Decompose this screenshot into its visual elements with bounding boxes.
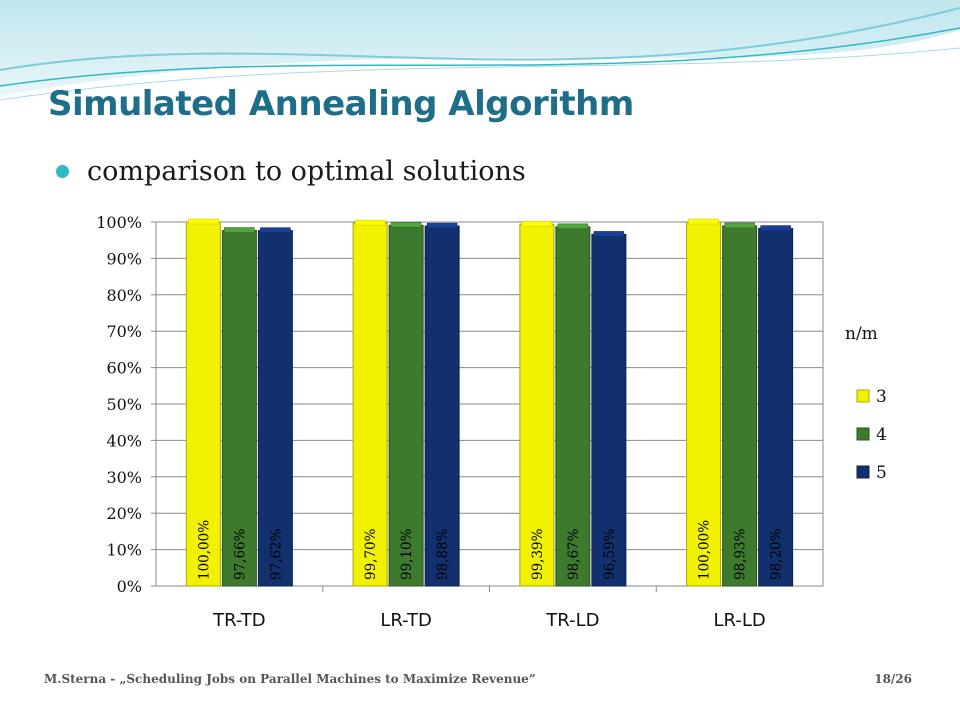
y-tick-label: 70% <box>106 322 142 341</box>
legend-label: 4 <box>876 425 887 445</box>
bar-cap <box>426 222 458 229</box>
legend-title: n/m <box>845 324 878 344</box>
bar-cap <box>260 227 291 233</box>
bar <box>388 224 424 587</box>
legend-label: 5 <box>876 463 887 483</box>
bar-cap <box>188 218 219 225</box>
bar <box>686 221 722 587</box>
y-tick-label: 50% <box>106 395 142 414</box>
bar-cap <box>593 231 625 237</box>
data-label: 98,67% <box>566 528 582 580</box>
bullet-dot-icon <box>56 165 69 178</box>
data-label: 99,39% <box>530 528 546 580</box>
y-tick-label: 60% <box>106 359 142 378</box>
data-label: 100,00% <box>697 520 713 580</box>
bar-chart: 0% 10% 20% 30% 40% 50% 60% 70% 80% 90% 100% 100,00%… <box>96 213 887 631</box>
data-label: 97,66% <box>232 528 248 580</box>
footer-citation: M.Sterna - „Scheduling Jobs on Parallel … <box>44 672 536 686</box>
legend-label: 3 <box>876 387 887 407</box>
data-label: 98,93% <box>733 528 749 580</box>
bar-cap <box>688 218 719 225</box>
y-tick-label: 0% <box>117 577 142 596</box>
footer-page-number: 18/26 <box>874 672 912 686</box>
x-tick-label: LR-TD <box>380 610 432 631</box>
data-label: 97,62% <box>268 528 284 580</box>
legend-swatch <box>856 427 870 441</box>
bar <box>424 225 460 587</box>
x-tick-label: TR-TD <box>212 610 265 631</box>
bar-cap <box>354 219 386 226</box>
data-label: 98,88% <box>435 528 451 580</box>
y-tick-label: 40% <box>106 431 142 450</box>
slide-title: Simulated Annealing Algorithm <box>48 84 634 124</box>
bar <box>722 225 758 587</box>
bullet-text: comparison to optimal solutions <box>87 156 526 187</box>
header-wave-decoration <box>0 0 960 101</box>
data-label: 100,00% <box>196 520 212 580</box>
legend-swatch <box>856 389 870 403</box>
bar-cap <box>224 227 255 233</box>
data-label: 98,20% <box>769 528 785 580</box>
bar <box>591 233 627 587</box>
y-tick-label: 30% <box>106 468 142 487</box>
data-label: 99,70% <box>363 528 379 580</box>
y-tick-label: 90% <box>106 249 142 268</box>
bar <box>758 228 794 587</box>
bar-cap <box>521 220 553 227</box>
bar <box>352 222 388 587</box>
bar <box>555 226 591 587</box>
bar-cap <box>390 222 422 228</box>
bullet-item: comparison to optimal solutions <box>56 156 526 187</box>
x-tick-label: TR-LD <box>545 610 599 631</box>
y-tick-label: 10% <box>106 541 142 560</box>
data-label: 99,10% <box>399 528 415 580</box>
y-tick-label: 100% <box>96 213 142 232</box>
bar <box>185 221 221 587</box>
y-tick-label: 20% <box>106 504 142 523</box>
legend-swatch <box>856 465 870 479</box>
y-tick-label: 80% <box>106 286 142 305</box>
bar-cap <box>724 222 755 229</box>
bar-cap <box>760 225 791 231</box>
bar <box>221 230 257 587</box>
x-tick-label: LR-LD <box>714 610 766 631</box>
bar-cap <box>557 223 589 230</box>
data-label: 96,59% <box>602 528 618 580</box>
